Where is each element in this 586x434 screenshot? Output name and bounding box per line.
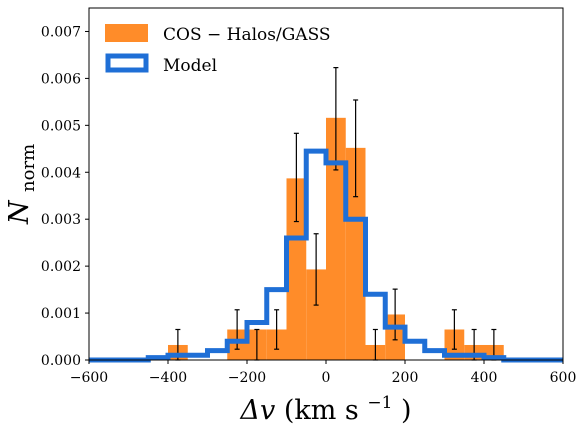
- y-tick-label: 0.000: [41, 353, 81, 369]
- legend-swatch-model: [105, 53, 149, 73]
- x-axis-label-exponent: −1: [367, 393, 392, 413]
- histogram-bar: [345, 147, 366, 360]
- y-tick-label: 0.004: [41, 165, 81, 181]
- x-tick-label: −400: [149, 370, 187, 386]
- error-bar: [274, 309, 280, 350]
- y-axis-label-main: N: [4, 199, 35, 225]
- y-axis-ticks: 0.000 0.001 0.002 0.003 0.004 0.005 0.006 0.007: [41, 24, 89, 369]
- y-tick-label: 0.001: [41, 306, 81, 322]
- error-bar: [392, 288, 398, 341]
- x-tick-label: 400: [471, 370, 498, 386]
- x-tick-label: 0: [322, 370, 331, 386]
- x-axis-label-symbol: Δv: [239, 395, 275, 426]
- y-tick-label: 0.006: [41, 71, 81, 87]
- error-bar: [333, 67, 339, 171]
- x-axis-label-close: ): [401, 395, 412, 426]
- legend-label-model: Model: [163, 56, 217, 76]
- histogram-bar: [286, 178, 307, 360]
- x-tick-label: −600: [70, 370, 108, 386]
- histogram-bar: [306, 269, 326, 360]
- y-tick-label: 0.003: [41, 212, 81, 228]
- error-bar: [313, 233, 319, 306]
- y-tick-label: 0.002: [41, 259, 81, 275]
- y-tick-label: 0.007: [41, 24, 81, 40]
- error-bar: [293, 132, 299, 223]
- x-tick-label: −200: [228, 370, 266, 386]
- legend: COS − Halos/GASS Model: [105, 24, 331, 76]
- x-axis-label: Δv (km s −1 ): [239, 384, 411, 426]
- x-tick-label: 200: [392, 370, 419, 386]
- x-axis-label-units: (km s: [284, 395, 359, 426]
- error-bar: [353, 99, 359, 198]
- error-bar: [451, 309, 457, 350]
- legend-swatch-observed: [105, 24, 148, 42]
- y-axis-label: N norm: [4, 144, 39, 225]
- y-tick-label: 0.005: [41, 118, 81, 134]
- model-step-line: [89, 148, 563, 363]
- x-axis-ticks: −600 −400 −200 0 200 400 600: [70, 360, 577, 386]
- y-axis-label-subscript: norm: [18, 144, 39, 192]
- legend-label-observed: COS − Halos/GASS: [163, 25, 331, 45]
- x-tick-label: 600: [550, 370, 577, 386]
- histogram-bar: [326, 117, 346, 360]
